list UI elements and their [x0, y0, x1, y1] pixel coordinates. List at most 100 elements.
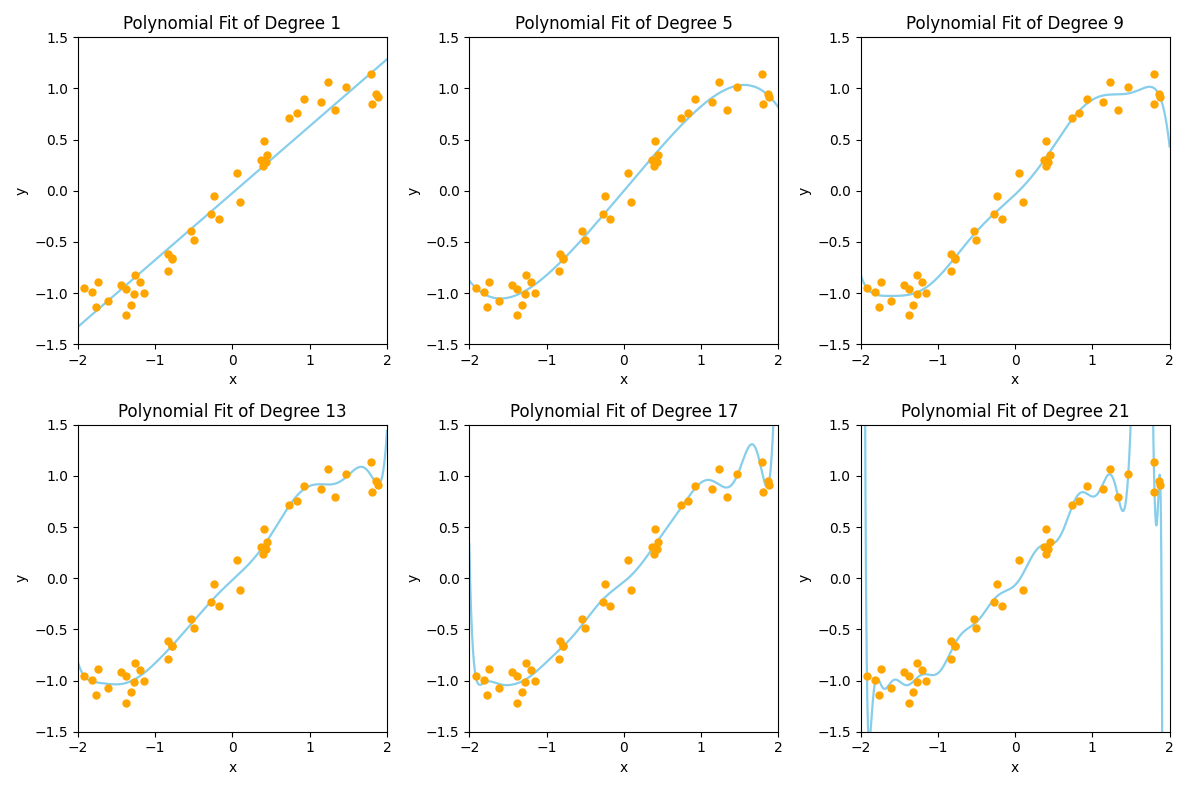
Point	[121, 298, 140, 310]
Point	[295, 92, 314, 105]
Point	[231, 196, 250, 209]
Point	[1037, 523, 1056, 536]
Point	[125, 675, 144, 688]
Point	[88, 276, 107, 288]
Point	[869, 689, 888, 702]
Point	[254, 135, 273, 148]
Point	[508, 309, 527, 322]
Point	[618, 167, 637, 179]
Point	[158, 247, 177, 260]
Point	[728, 468, 747, 480]
Point	[258, 149, 277, 161]
Point	[288, 495, 307, 507]
Point	[686, 92, 705, 105]
Point	[158, 635, 177, 648]
Point	[984, 208, 1004, 220]
Point	[508, 670, 527, 683]
Point	[907, 656, 926, 669]
Y-axis label: y: y	[15, 186, 29, 195]
Point	[319, 76, 338, 88]
Point	[596, 190, 615, 202]
Point	[252, 153, 271, 166]
Point	[526, 287, 545, 299]
Point	[1108, 103, 1127, 116]
Title: Polynomial Fit of Degree 17: Polynomial Fit of Degree 17	[510, 402, 738, 420]
Point	[717, 491, 736, 503]
Point	[367, 475, 386, 487]
Point	[907, 675, 926, 688]
Point	[942, 247, 961, 260]
Point	[1036, 547, 1055, 560]
Point	[503, 278, 522, 291]
Point	[904, 298, 923, 310]
Point	[759, 475, 778, 487]
Point	[112, 666, 131, 679]
Point	[1013, 196, 1032, 209]
Point	[367, 88, 386, 100]
X-axis label: x: x	[1011, 374, 1019, 388]
Point	[869, 301, 888, 314]
Point	[671, 498, 690, 511]
Point	[881, 682, 900, 694]
Point	[753, 456, 772, 468]
Point	[117, 282, 136, 295]
Point	[312, 96, 331, 108]
Point	[1151, 478, 1170, 491]
Point	[163, 252, 182, 265]
Point	[917, 287, 936, 299]
Point	[967, 234, 986, 246]
Y-axis label: y: y	[407, 186, 421, 195]
Point	[1101, 463, 1120, 476]
Title: Polynomial Fit of Degree 5: Polynomial Fit of Degree 5	[515, 15, 732, 33]
Point	[516, 656, 535, 669]
Point	[158, 265, 177, 277]
Point	[288, 107, 307, 119]
Point	[907, 288, 926, 300]
Point	[480, 663, 499, 675]
Point	[622, 584, 641, 596]
Point	[336, 81, 356, 93]
Point	[945, 252, 964, 265]
Point	[474, 286, 493, 299]
Point	[1063, 111, 1082, 124]
Point	[326, 103, 345, 116]
Point	[88, 663, 107, 675]
Point	[209, 600, 228, 613]
Point	[899, 696, 918, 709]
Point	[1108, 491, 1127, 503]
Point	[554, 252, 573, 265]
Point	[549, 265, 568, 277]
Point	[1040, 149, 1059, 161]
Point	[87, 689, 106, 702]
Point	[894, 666, 913, 679]
Point	[987, 190, 1006, 202]
Point	[710, 76, 729, 88]
Point	[940, 653, 960, 665]
Point	[942, 635, 961, 648]
Point	[992, 600, 1011, 613]
Point	[1101, 76, 1120, 88]
Point	[644, 547, 663, 560]
Point	[907, 269, 926, 282]
Point	[881, 295, 900, 307]
Point	[1039, 156, 1058, 168]
Point	[184, 621, 203, 634]
X-axis label: x: x	[228, 761, 237, 775]
Point	[205, 577, 224, 590]
Point	[992, 213, 1011, 225]
Point	[121, 686, 140, 698]
Point	[1034, 541, 1053, 554]
Point	[182, 225, 201, 238]
Point	[679, 495, 698, 507]
Y-axis label: y: y	[15, 574, 29, 582]
Point	[1009, 554, 1028, 566]
Point	[622, 196, 641, 209]
Point	[703, 483, 722, 495]
Point	[184, 234, 203, 246]
Point	[575, 234, 594, 246]
Point	[1070, 107, 1089, 119]
Point	[904, 686, 923, 698]
Point	[671, 111, 690, 124]
Point	[872, 276, 891, 288]
X-axis label: x: x	[228, 374, 237, 388]
